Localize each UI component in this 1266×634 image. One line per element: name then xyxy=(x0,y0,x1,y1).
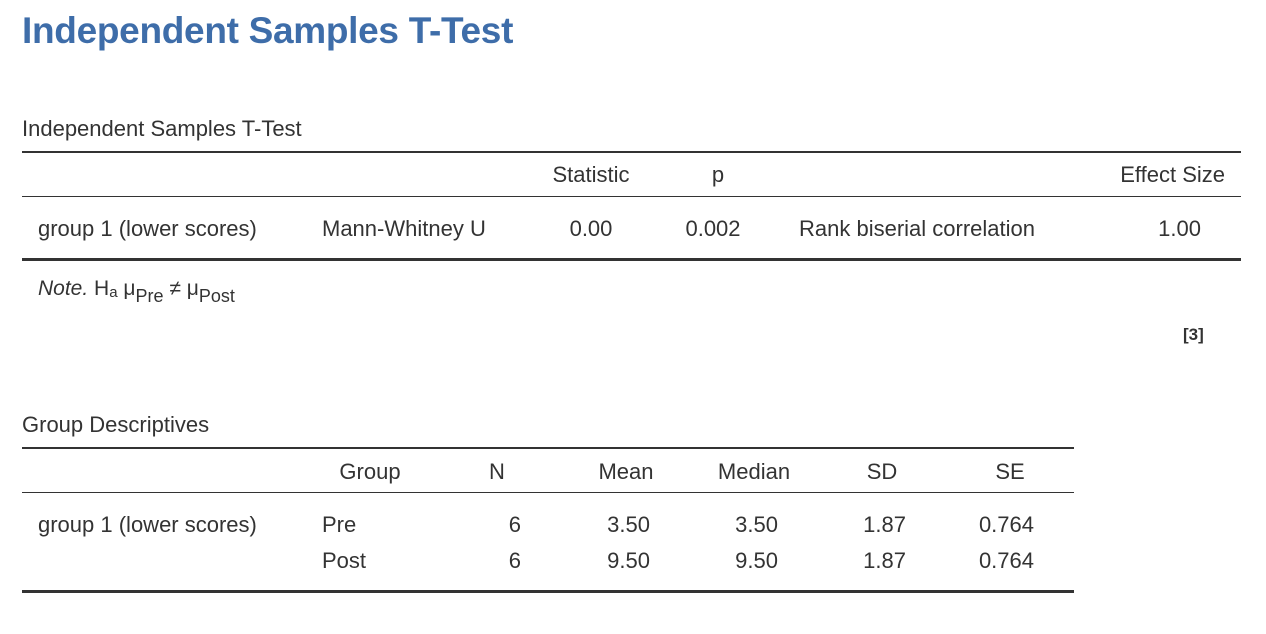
ttest-row-p: 0.002 xyxy=(685,216,741,241)
desc-row-mean: 9.50 xyxy=(607,548,650,573)
ttest-top-rule xyxy=(22,151,1241,153)
ttest-header-effect-size: Effect Size xyxy=(1120,162,1225,187)
desc-row-n: 6 xyxy=(508,512,521,537)
desc-header-se: SE xyxy=(995,459,1025,484)
note-h-sub: a xyxy=(109,284,118,301)
ttest-table-title: Independent Samples T-Test xyxy=(22,116,302,141)
desc-header-sd: SD xyxy=(866,459,898,484)
ttest-row-effect-measure: Rank biserial correlation xyxy=(799,216,1035,241)
desc-header-mean: Mean xyxy=(598,459,654,484)
desc-header-n: N xyxy=(489,459,505,484)
note-mu-pre: μ xyxy=(123,277,136,300)
note-mu-post-sub: Post xyxy=(198,286,235,306)
descriptives-header-rule xyxy=(22,492,1074,493)
desc-row-se: 0.764 xyxy=(978,512,1034,537)
desc-row-median: 3.50 xyxy=(735,512,778,537)
ttest-header-rule xyxy=(22,196,1241,197)
desc-row-sd: 1.87 xyxy=(863,512,906,537)
ttest-row-effect-value: 1.00 xyxy=(1158,216,1201,241)
desc-row-group: Post xyxy=(322,548,367,573)
note-label: Note. xyxy=(38,277,89,300)
desc-header-median: Median xyxy=(717,459,791,484)
descriptives-top-rule xyxy=(22,447,1074,449)
note-neq: ≠ xyxy=(169,277,181,300)
desc-header-group: Group xyxy=(339,459,401,484)
desc-row-n: 6 xyxy=(508,548,521,573)
reference-marker: [3] xyxy=(1183,325,1204,344)
descriptives-bottom-rule xyxy=(22,590,1074,593)
ttest-row-group: group 1 (lower scores) xyxy=(38,216,257,241)
desc-row-se: 0.764 xyxy=(978,548,1034,573)
desc-row-median: 9.50 xyxy=(735,548,778,573)
ttest-bottom-rule xyxy=(22,258,1241,261)
ttest-header-p: p xyxy=(711,162,725,187)
ttest-row-test: Mann-Whitney U xyxy=(322,216,486,241)
ttest-header-statistic: Statistic xyxy=(552,162,630,187)
note-mu-post: μ xyxy=(186,277,199,300)
ttest-row-statistic: 0.00 xyxy=(569,216,613,241)
page-title: Independent Samples T-Test xyxy=(22,10,514,51)
note-h: H xyxy=(94,277,110,300)
desc-variable: group 1 (lower scores) xyxy=(38,512,257,537)
ttest-note: Note. Ha μPre ≠ μPost xyxy=(38,277,235,307)
note-mu-pre-sub: Pre xyxy=(135,286,164,306)
desc-row-mean: 3.50 xyxy=(607,512,650,537)
desc-row-group: Pre xyxy=(322,512,357,537)
desc-row-sd: 1.87 xyxy=(863,548,906,573)
descriptives-table-title: Group Descriptives xyxy=(22,412,210,437)
